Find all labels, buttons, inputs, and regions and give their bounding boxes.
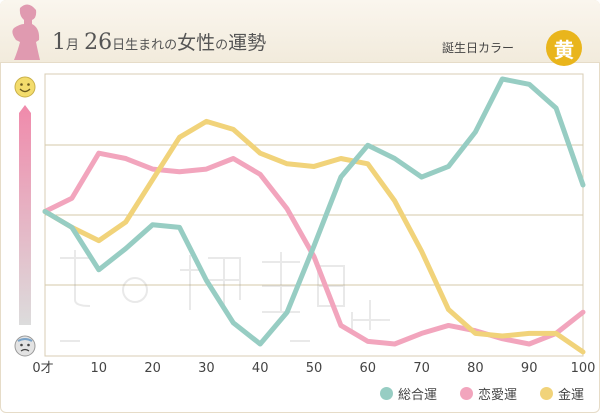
legend-label-love: 恋愛運 xyxy=(478,388,518,403)
month-unit: 月 xyxy=(66,38,80,53)
nanairo-watermark xyxy=(60,250,390,342)
birth-color-label: 誕生日カラー xyxy=(442,41,515,55)
woman-silhouette-icon xyxy=(12,4,40,60)
legend-swatch-overall xyxy=(380,387,393,400)
x-tick-label: 100 xyxy=(571,361,596,376)
x-tick-label: 10 xyxy=(91,361,108,376)
worried-face-forehead xyxy=(17,338,33,342)
day-suffix: 日生まれの xyxy=(112,38,178,53)
indicator-arrow-icon xyxy=(19,105,31,325)
birth-month: 1 xyxy=(52,30,66,55)
series-line-money xyxy=(42,118,586,355)
x-tick-label: 60 xyxy=(360,361,377,376)
x-tick-label: 90 xyxy=(521,361,538,376)
title-particle: の xyxy=(215,38,229,53)
gridlines xyxy=(45,144,583,286)
page-title: 1月 26日生まれの女性の運勢 xyxy=(52,28,266,55)
series-line-overall xyxy=(42,76,586,347)
gender-label: 女性 xyxy=(177,32,216,54)
happy-face-eye-left xyxy=(20,83,23,86)
worried-face-eye-right xyxy=(27,343,30,347)
legend-label-money: 金運 xyxy=(558,388,585,403)
header: 1月 26日生まれの女性の運勢 誕生日カラー 黄 xyxy=(0,0,600,66)
happy-face-mouth xyxy=(19,88,31,93)
x-tick-label: 70 xyxy=(413,361,430,376)
x-tick-label: 80 xyxy=(467,361,484,376)
worried-face-mouth xyxy=(20,348,30,352)
x-tick-label: 0才 xyxy=(32,361,53,376)
birth-color-badge: 黄 xyxy=(546,30,582,66)
birth-day: 26 xyxy=(84,30,113,55)
fortune-label: 運勢 xyxy=(228,32,267,54)
happy-face-eye-right xyxy=(27,83,30,86)
legend-swatch-money xyxy=(540,387,553,400)
happy-face-icon xyxy=(14,76,36,98)
legend-item-love: 恋愛運 xyxy=(460,384,517,403)
x-axis-ticks: 0才 10 20 30 40 50 60 70 80 90 100 xyxy=(32,361,595,376)
legend-item-money: 金運 xyxy=(540,384,584,403)
x-tick-label: 20 xyxy=(144,361,161,376)
series-lines xyxy=(42,76,586,355)
x-tick-label: 50 xyxy=(306,361,323,376)
legend-swatch-love xyxy=(460,387,473,400)
x-tick-label: 30 xyxy=(198,361,215,376)
worried-face-eye-left xyxy=(20,343,23,347)
x-tick-label: 40 xyxy=(252,361,269,376)
legend-item-overall: 総合運 xyxy=(380,384,437,403)
legend-label-overall: 総合運 xyxy=(398,388,438,403)
